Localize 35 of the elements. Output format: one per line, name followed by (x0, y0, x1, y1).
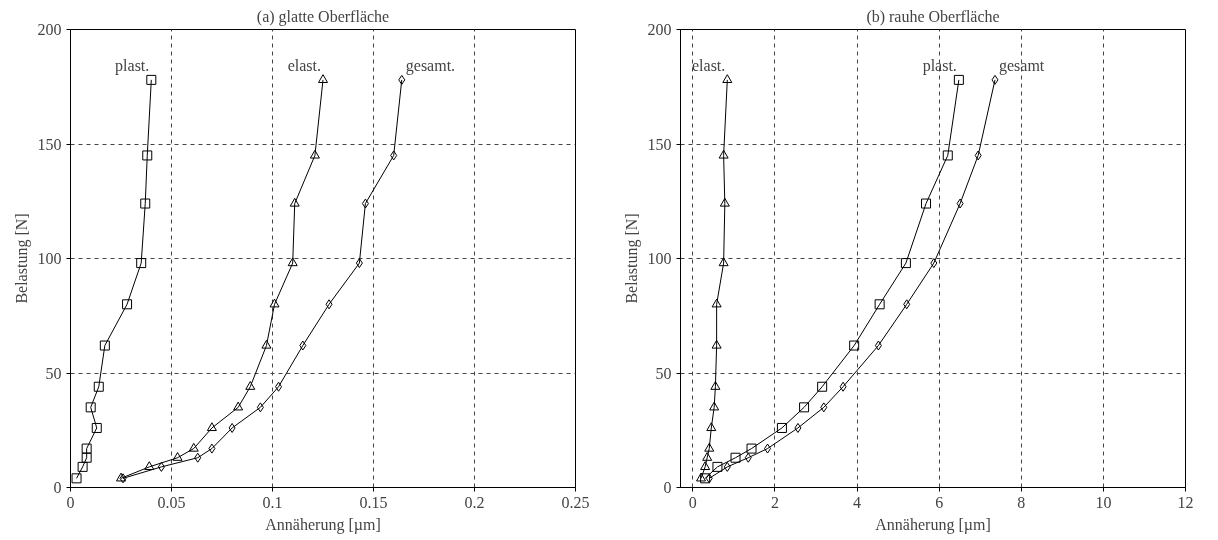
x-axis-title: Annäherung [µm] (875, 515, 991, 534)
series-label: plast. (115, 56, 150, 75)
y-tick-label: 50 (655, 364, 672, 382)
x-tick-label: 0.05 (157, 493, 186, 511)
series-label: gesamt. (405, 56, 456, 75)
x-tick-label: 2 (770, 493, 779, 511)
x-tick-label: 10 (1095, 493, 1112, 511)
x-axis-title: Annäherung [µm] (265, 515, 381, 534)
x-tick-label: 6 (935, 493, 944, 511)
y-axis-title: Belastung [N] (12, 213, 31, 304)
chart-title: (b) rauhe Oberfläche (866, 7, 1000, 26)
series-label: elast. (691, 56, 726, 74)
y-tick-label: 0 (663, 479, 672, 496)
chart-title: (a) glatte Oberfläche (256, 7, 390, 26)
x-tick-label: 0 (66, 493, 75, 511)
y-tick-label: 100 (37, 250, 62, 267)
y-tick-label: 100 (647, 250, 672, 267)
y-tick-label: 150 (37, 135, 62, 153)
series-label: plast. (922, 56, 957, 75)
x-tick-label: 0.2 (464, 493, 485, 511)
y-tick-label: 150 (647, 135, 672, 153)
x-tick-label: 12 (1177, 493, 1194, 511)
y-tick-label: 200 (647, 21, 672, 38)
y-tick-label: 0 (53, 479, 62, 496)
y-tick-label: 50 (45, 364, 62, 382)
y-axis-title: Belastung [N] (622, 213, 641, 304)
x-tick-label: 0.1 (262, 493, 283, 511)
x-tick-label: 0.25 (561, 493, 590, 511)
series-label: elast. (287, 56, 322, 74)
x-tick-label: 4 (853, 493, 862, 511)
series-label: gesamt (999, 56, 1045, 75)
x-tick-label: 0 (688, 493, 697, 511)
x-tick-label: 8 (1017, 493, 1026, 511)
y-tick-label: 200 (37, 21, 62, 38)
x-tick-label: 0.15 (359, 493, 388, 511)
